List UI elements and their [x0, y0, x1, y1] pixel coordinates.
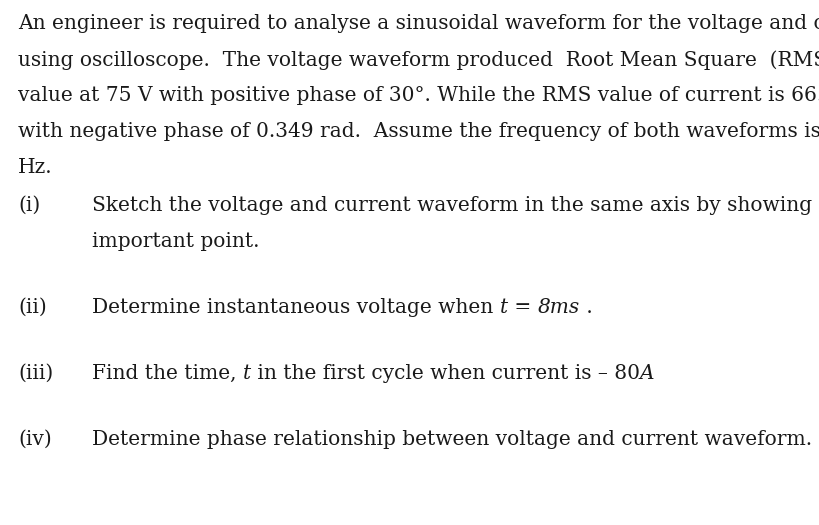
Text: A: A: [640, 364, 654, 383]
Text: t: t: [243, 364, 251, 383]
Text: 8ms: 8ms: [537, 298, 580, 317]
Text: (i): (i): [18, 196, 40, 215]
Text: value at 75 V with positive phase of 30°. While the RMS value of current is 66.7: value at 75 V with positive phase of 30°…: [18, 86, 819, 105]
Text: using oscilloscope.  The voltage waveform produced  Root Mean Square  (RMS): using oscilloscope. The voltage waveform…: [18, 50, 819, 70]
Text: (ii): (ii): [18, 298, 47, 317]
Text: (iv): (iv): [18, 430, 52, 449]
Text: =: =: [508, 298, 537, 317]
Text: An engineer is required to analyse a sinusoidal waveform for the voltage and cur: An engineer is required to analyse a sin…: [18, 14, 819, 33]
Text: important point.: important point.: [92, 232, 260, 251]
Text: Determine phase relationship between voltage and current waveform.: Determine phase relationship between vol…: [92, 430, 812, 449]
Text: (iii): (iii): [18, 364, 53, 383]
Text: Hz.: Hz.: [18, 158, 52, 177]
Text: with negative phase of 0.349 rad.  Assume the frequency of both waveforms is 50: with negative phase of 0.349 rad. Assume…: [18, 122, 819, 141]
Text: Sketch the voltage and current waveform in the same axis by showing the: Sketch the voltage and current waveform …: [92, 196, 819, 215]
Text: .: .: [580, 298, 592, 317]
Text: Determine instantaneous voltage when: Determine instantaneous voltage when: [92, 298, 500, 317]
Text: in the first cycle when current is – 80: in the first cycle when current is – 80: [251, 364, 640, 383]
Text: Find the time,: Find the time,: [92, 364, 243, 383]
Text: t: t: [500, 298, 508, 317]
